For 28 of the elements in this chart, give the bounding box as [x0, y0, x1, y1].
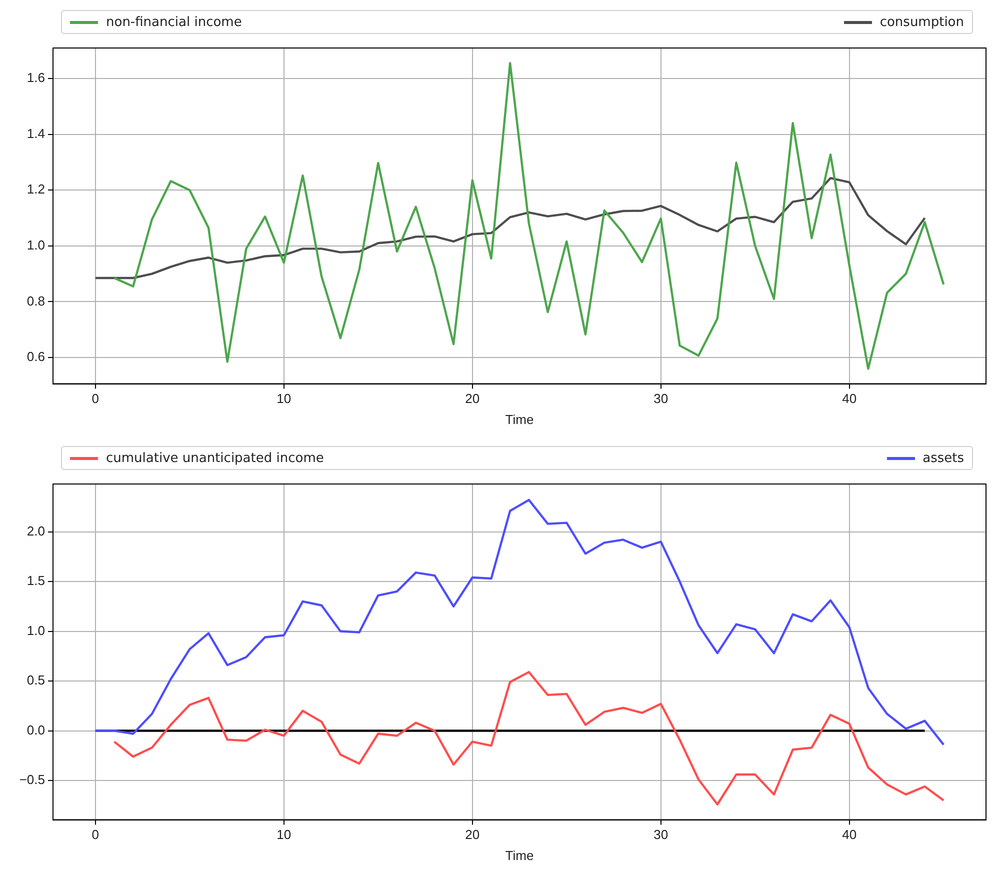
y-tick-label: 0.6 — [26, 349, 45, 364]
x-tick-label: 0 — [92, 391, 100, 406]
y-tick-label: −0.5 — [19, 772, 45, 788]
legend-label: cumulative unanticipated income — [106, 450, 324, 466]
legend-label: assets — [922, 450, 964, 466]
y-tick-label: 1.2 — [26, 182, 45, 197]
legend-label: consumption — [880, 14, 964, 30]
x-axis-title: Time — [505, 412, 534, 427]
x-tick-label: 40 — [842, 827, 857, 842]
y-tick-label: 1.5 — [26, 573, 45, 588]
legend-label: non-financial income — [106, 14, 242, 30]
y-tick-label: 1.0 — [26, 237, 45, 252]
x-tick-label: 0 — [92, 827, 100, 842]
y-tick-label: 1.4 — [26, 126, 45, 141]
x-tick-label: 30 — [654, 827, 668, 842]
x-tick-label: 40 — [842, 391, 857, 406]
x-tick-label: 20 — [465, 391, 480, 406]
x-axis-title: Time — [505, 848, 534, 863]
y-tick-label: 0.0 — [26, 722, 45, 738]
y-tick-label: 1.0 — [26, 622, 45, 638]
x-tick-label: 10 — [276, 391, 292, 406]
y-tick-label: 0.5 — [26, 672, 45, 688]
x-tick-label: 10 — [276, 827, 292, 842]
x-tick-label: 30 — [654, 391, 668, 406]
y-tick-label: 0.8 — [26, 293, 45, 308]
y-tick-label: 1.6 — [26, 70, 45, 86]
y-tick-label: 2.0 — [26, 523, 45, 538]
x-tick-label: 20 — [465, 827, 480, 842]
